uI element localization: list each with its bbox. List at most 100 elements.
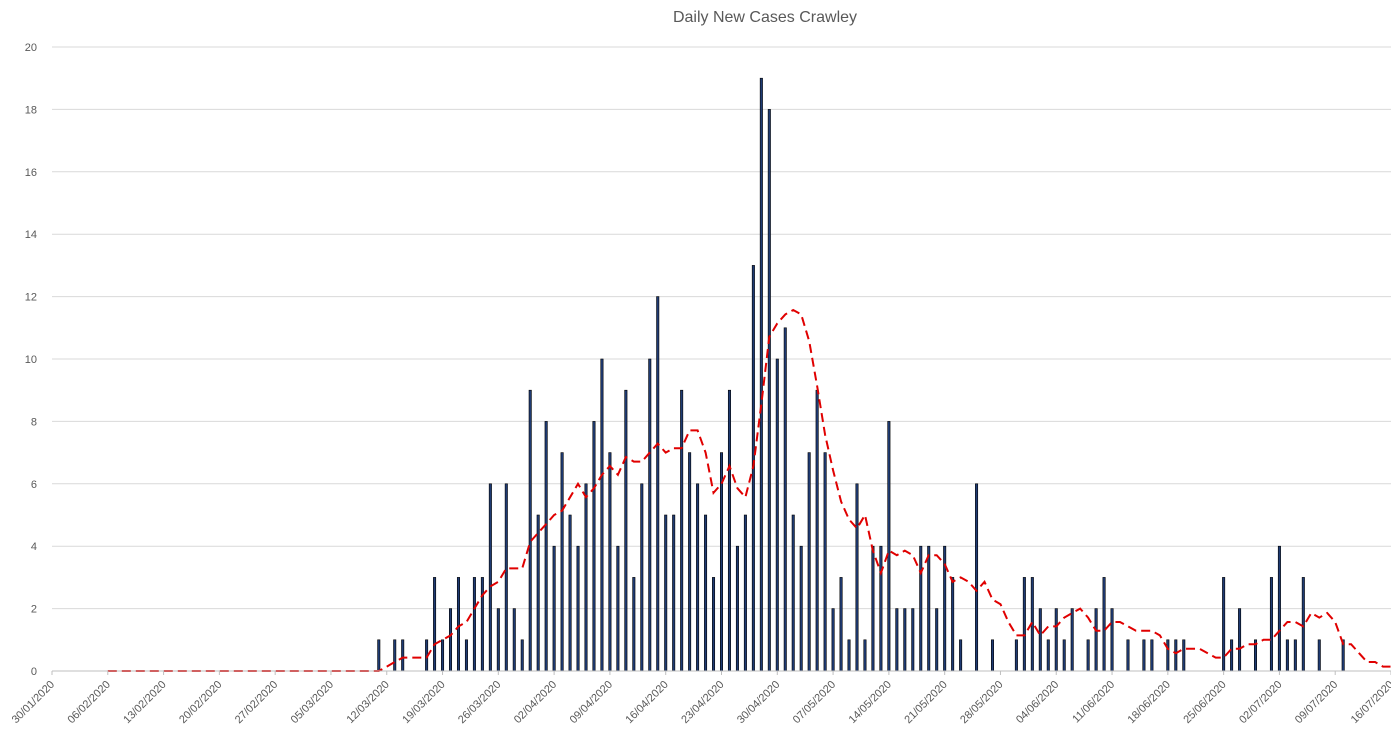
bar [544,421,548,672]
x-tick-label: 02/04/2020 [512,679,559,726]
y-tick-label: 16 [25,167,37,179]
x-tick-label: 20/02/2020 [177,679,224,726]
bar [560,452,564,672]
bar [839,577,843,672]
bar [1086,639,1090,672]
bar [1238,608,1242,672]
bar [512,608,516,672]
bar [1285,639,1289,672]
bar [608,452,612,672]
bar [1102,577,1106,672]
bar [456,577,460,672]
x-tick-label: 09/07/2020 [1293,679,1340,726]
bar [1222,577,1226,672]
bar [1230,639,1234,672]
bar [576,545,580,672]
bar [488,483,492,672]
x-tick-label: 27/02/2020 [233,679,280,726]
bar [472,577,476,672]
x-tick-label: 26/03/2020 [456,679,503,726]
x-tick-label: 21/05/2020 [902,679,949,726]
bar [464,639,468,672]
y-tick-label: 18 [25,104,37,116]
bar [504,483,508,672]
x-tick-label: 13/02/2020 [121,679,168,726]
bar [496,608,500,672]
bar [719,452,723,672]
bar [528,389,532,672]
bar [1014,639,1018,672]
bar [1269,577,1273,672]
x-tick-label: 28/05/2020 [958,679,1005,726]
bar [767,109,771,672]
bar [927,545,931,672]
bar-series [377,77,1345,672]
x-tick-label: 14/05/2020 [847,679,894,726]
bar [1126,639,1130,672]
x-tick-label: 19/03/2020 [400,679,447,726]
bar [879,545,883,672]
y-tick-label: 10 [25,354,37,366]
bar [584,483,588,672]
bar [975,483,979,672]
bar [847,639,851,672]
moving-average-line [107,308,1391,672]
bar [656,296,660,672]
bar [1277,545,1281,672]
bar [449,608,453,672]
x-tick-label: 09/04/2020 [568,679,615,726]
x-tick-label: 18/06/2020 [1126,679,1173,726]
bar [480,577,484,672]
bar [895,608,899,672]
bar [680,389,684,672]
x-tick-label: 23/04/2020 [679,679,726,726]
bar [1038,608,1042,672]
bar [863,639,867,672]
bar [791,514,795,672]
x-tick-label: 30/04/2020 [735,679,782,726]
x-tick-label: 11/06/2020 [1070,679,1117,726]
x-tick-label: 16/07/2020 [1349,679,1391,726]
x-tick-label: 06/02/2020 [65,679,112,726]
bar [712,577,716,672]
bar [640,483,644,672]
bar [759,77,763,672]
bar [959,639,963,672]
bar [783,327,787,672]
bar [1046,639,1050,672]
bar [1174,639,1178,672]
bar [1317,639,1321,672]
y-tick-label: 20 [25,42,37,54]
bar [441,639,445,672]
y-axis-ticks: 0 2 4 6 8 10 12 14 16 18 20 [25,42,37,678]
x-tick-label: 02/07/2020 [1237,679,1284,726]
y-tick-label: 2 [31,604,37,616]
bar [919,545,923,672]
bar [600,358,604,672]
bar [393,639,397,672]
bar [377,639,381,672]
x-tick-label: 30/01/2020 [10,679,57,726]
bar [616,545,620,672]
bar [401,639,405,672]
bar [1054,608,1058,672]
x-tick-label: 07/05/2020 [791,679,838,726]
bar [568,514,572,672]
bar [688,452,692,672]
bar [520,639,524,672]
bar [592,421,596,672]
bar [775,358,779,672]
bar [743,514,747,672]
bar [433,577,437,672]
x-tick-label: 05/03/2020 [289,679,336,726]
bar [632,577,636,672]
bar [1182,639,1186,672]
y-tick-label: 8 [31,416,37,428]
x-tick-label: 16/04/2020 [623,679,670,726]
y-tick-label: 14 [25,229,37,241]
bar [672,514,676,672]
bar [1094,608,1098,672]
y-tick-label: 0 [31,666,37,678]
